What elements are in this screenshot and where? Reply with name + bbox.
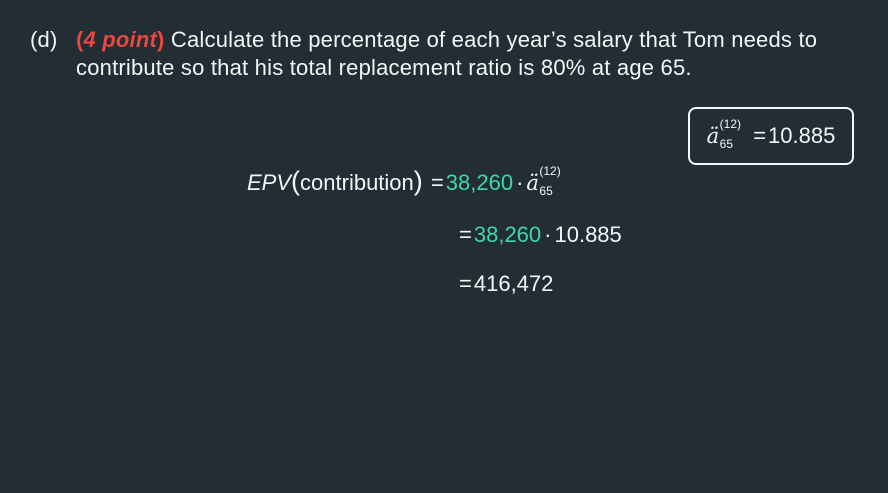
contribution-word: contribution [300, 170, 414, 195]
equals-sign: = [430, 170, 444, 195]
question-label: (d) [30, 27, 58, 52]
given-equals: = [753, 123, 767, 148]
epv-result: 416,472 [473, 271, 554, 296]
salary-coefficient: 38,260 [445, 170, 514, 195]
equation-line-2: =38,260 · 10.885 [457, 221, 622, 249]
equals-sign: = [459, 222, 472, 247]
points-badge: (4 point) [76, 27, 165, 52]
question-block: (d) (4 point) Calculate the percentage o… [30, 26, 850, 82]
annuity-superscript: (12) [719, 116, 741, 131]
salary-coefficient: 38,260 [473, 222, 542, 247]
question-body: Calculate the percentage of each year’s … [76, 27, 818, 80]
annuity-value: 10.885 [554, 222, 622, 247]
equation-line-1: EPV(contribution) =38,260 · ä (12) 65 [247, 164, 571, 198]
annuity-superscript: (12) [539, 164, 561, 178]
annuity-subscript: 65 [539, 184, 553, 198]
given-value: 10.885 [768, 123, 836, 148]
equation-line-3: =416,472 [457, 270, 553, 298]
equals-sign: = [459, 271, 472, 296]
annuity-symbol: ä (12) 65 [706, 116, 741, 151]
annuity-symbol: ä (12) 65 [526, 164, 561, 198]
multiply-dot: · [544, 222, 552, 247]
epv-label: EPV [247, 170, 292, 195]
multiply-dot: · [516, 170, 524, 195]
annuity-subscript: 65 [719, 136, 734, 151]
question-text: (4 point) Calculate the percentage of ea… [76, 26, 850, 82]
given-value-box: ä (12) 65 = 10.885 [688, 107, 854, 165]
